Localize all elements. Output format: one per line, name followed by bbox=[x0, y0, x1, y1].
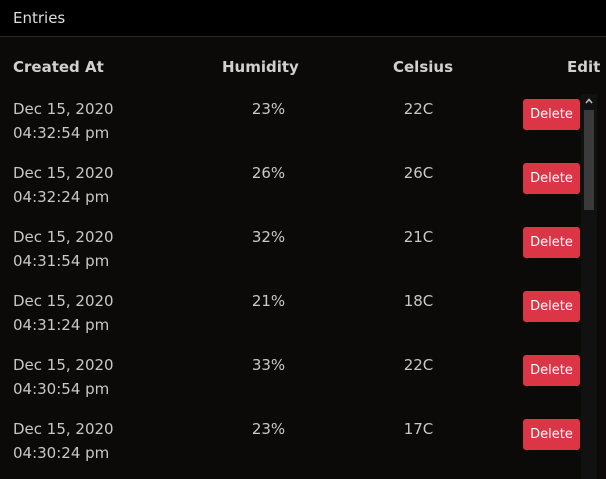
delete-button[interactable]: Delete bbox=[523, 355, 580, 386]
scrollbar-thumb[interactable] bbox=[584, 110, 594, 210]
created-date: Dec 15, 2020 bbox=[13, 292, 114, 310]
created-at-cell: Dec 15, 2020 04:32:54 pm bbox=[13, 97, 114, 145]
created-time: 04:30:24 pm bbox=[13, 444, 110, 462]
table-row: Dec 15, 2020 04:31:24 pm 21% 18C Delete bbox=[0, 289, 606, 353]
created-date: Dec 15, 2020 bbox=[13, 164, 114, 182]
delete-button[interactable]: Delete bbox=[523, 291, 580, 322]
celsius-cell: 22C bbox=[403, 356, 434, 374]
column-header-edit: Edit bbox=[567, 58, 601, 76]
celsius-cell: 17C bbox=[403, 420, 434, 438]
celsius-cell: 22C bbox=[403, 100, 434, 118]
created-at-cell: Dec 15, 2020 04:32:24 pm bbox=[13, 161, 114, 209]
card-header: Entries bbox=[0, 0, 606, 37]
created-at-cell: Dec 15, 2020 04:30:24 pm bbox=[13, 417, 114, 465]
created-at-cell: Dec 15, 2020 04:31:54 pm bbox=[13, 225, 114, 273]
delete-button[interactable]: Delete bbox=[523, 227, 580, 258]
delete-button[interactable]: Delete bbox=[523, 99, 580, 130]
created-time: 04:30:54 pm bbox=[13, 380, 110, 398]
created-at-cell: Dec 15, 2020 04:31:24 pm bbox=[13, 289, 114, 337]
table-row: Dec 15, 2020 04:30:54 pm 33% 22C Delete bbox=[0, 353, 606, 417]
humidity-cell: 26% bbox=[251, 164, 286, 182]
humidity-cell: 23% bbox=[251, 100, 286, 118]
celsius-cell: 21C bbox=[403, 228, 434, 246]
table-row: Dec 15, 2020 04:30:24 pm 23% 17C Delete bbox=[0, 417, 606, 479]
humidity-cell: 23% bbox=[251, 420, 286, 438]
created-at-cell: Dec 15, 2020 04:30:54 pm bbox=[13, 353, 114, 401]
entries-table: Created At Humidity Celsius Edit Dec 15,… bbox=[0, 37, 606, 479]
created-time: 04:32:24 pm bbox=[13, 188, 110, 206]
column-header-humidity: Humidity bbox=[222, 58, 299, 76]
humidity-cell: 21% bbox=[251, 292, 286, 310]
table-header: Created At Humidity Celsius Edit bbox=[0, 37, 606, 97]
delete-button[interactable]: Delete bbox=[523, 419, 580, 450]
table-row: Dec 15, 2020 04:32:54 pm 23% 22C Delete bbox=[0, 97, 606, 161]
column-header-created-at: Created At bbox=[13, 58, 104, 76]
humidity-cell: 33% bbox=[251, 356, 286, 374]
card-title: Entries bbox=[13, 9, 66, 27]
scrollbar[interactable] bbox=[581, 94, 597, 479]
created-date: Dec 15, 2020 bbox=[13, 228, 114, 246]
table-row: Dec 15, 2020 04:32:24 pm 26% 26C Delete bbox=[0, 161, 606, 225]
table-row: Dec 15, 2020 04:31:54 pm 32% 21C Delete bbox=[0, 225, 606, 289]
created-time: 04:31:54 pm bbox=[13, 252, 110, 270]
celsius-cell: 18C bbox=[403, 292, 434, 310]
column-header-celsius: Celsius bbox=[393, 58, 453, 76]
humidity-cell: 32% bbox=[251, 228, 286, 246]
created-time: 04:32:54 pm bbox=[13, 124, 110, 142]
created-date: Dec 15, 2020 bbox=[13, 420, 114, 438]
created-date: Dec 15, 2020 bbox=[13, 100, 114, 118]
table-body: Dec 15, 2020 04:32:54 pm 23% 22C Delete … bbox=[0, 97, 606, 479]
delete-button[interactable]: Delete bbox=[523, 163, 580, 194]
chevron-up-icon[interactable] bbox=[581, 94, 597, 108]
created-time: 04:31:24 pm bbox=[13, 316, 110, 334]
created-date: Dec 15, 2020 bbox=[13, 356, 114, 374]
celsius-cell: 26C bbox=[403, 164, 434, 182]
